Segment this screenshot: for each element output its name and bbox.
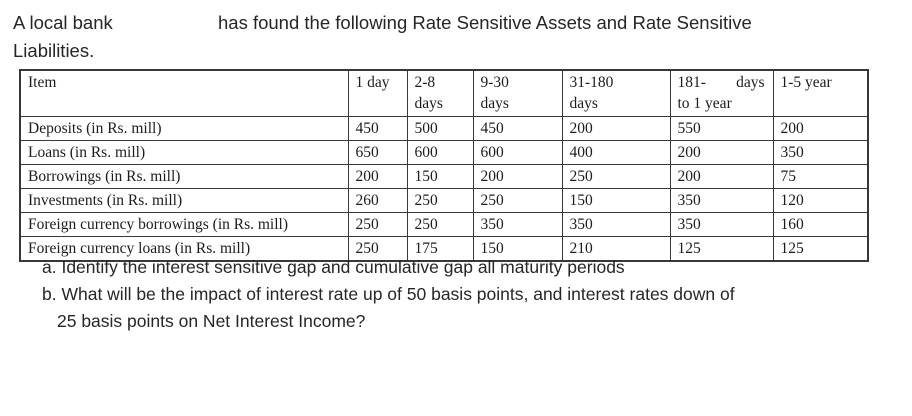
table-row-loans: Loans (in Rs. mill) 650 600 600 400 200 … bbox=[19, 140, 869, 165]
cell: 125 bbox=[772, 236, 869, 262]
cell: 550 bbox=[669, 116, 774, 141]
intro-line2: Liabilities. bbox=[13, 40, 95, 61]
table-header-row: Item 1 day 2-8 days 9-30 days 31-180 day… bbox=[19, 69, 869, 117]
cell: 200 bbox=[561, 116, 671, 141]
col-header-2-8-days: 2-8 days bbox=[406, 69, 474, 117]
cell: 150 bbox=[561, 188, 671, 213]
table-row-borrowings: Borrowings (in Rs. mill) 200 150 200 250… bbox=[19, 164, 869, 189]
col-header-181-part-a: 181- bbox=[677, 74, 706, 91]
cell: 350 bbox=[772, 140, 869, 165]
cell: 500 bbox=[406, 116, 474, 141]
col-header-181-part-b: days bbox=[736, 74, 765, 91]
intro-line1-part2: has found the following Rate Sensitive A… bbox=[218, 12, 752, 33]
cell: 260 bbox=[347, 188, 408, 213]
cell: 450 bbox=[347, 116, 408, 141]
col-header-31-180-line1: 31-180 bbox=[569, 74, 614, 91]
col-header-181-line2: to 1 year bbox=[677, 95, 732, 112]
cell: 350 bbox=[669, 212, 774, 237]
col-header-9-30-line2: days bbox=[480, 95, 509, 112]
col-header-9-30-days: 9-30 days bbox=[472, 69, 563, 117]
cell: 200 bbox=[669, 140, 774, 165]
cell: 650 bbox=[347, 140, 408, 165]
cell: 250 bbox=[347, 212, 408, 237]
cell: 200 bbox=[669, 164, 774, 189]
row-label: Foreign currency loans (in Rs. mill) bbox=[19, 236, 349, 262]
col-header-2-8-line2: days bbox=[414, 95, 443, 112]
cell: 350 bbox=[472, 212, 563, 237]
row-label: Foreign currency borrowings (in Rs. mill… bbox=[19, 212, 349, 237]
table-row-foreign-currency-loans: Foreign currency loans (in Rs. mill) 250… bbox=[19, 236, 869, 262]
intro-line1-part1: A local bank bbox=[13, 12, 113, 33]
cell: 150 bbox=[406, 164, 474, 189]
rate-sensitivity-table: Item 1 day 2-8 days 9-30 days 31-180 day… bbox=[19, 69, 869, 262]
table-row-foreign-currency-borrowings: Foreign currency borrowings (in Rs. mill… bbox=[19, 212, 869, 237]
col-header-1-day: 1 day bbox=[347, 69, 408, 117]
cell: 600 bbox=[406, 140, 474, 165]
cell: 200 bbox=[472, 164, 563, 189]
col-header-31-180-line2: days bbox=[569, 95, 598, 112]
cell: 350 bbox=[669, 188, 774, 213]
cell: 250 bbox=[406, 212, 474, 237]
question-b-line1: b. What will be the impact of interest r… bbox=[42, 284, 735, 304]
question-a: a. Identify the interest sensitive gap a… bbox=[42, 257, 625, 277]
cell: 150 bbox=[472, 236, 563, 262]
cell: 160 bbox=[772, 212, 869, 237]
cell: 250 bbox=[561, 164, 671, 189]
row-label: Borrowings (in Rs. mill) bbox=[19, 164, 349, 189]
row-label: Deposits (in Rs. mill) bbox=[19, 116, 349, 141]
row-label: Investments (in Rs. mill) bbox=[19, 188, 349, 213]
cell: 200 bbox=[772, 116, 869, 141]
col-header-181-to-1-year: 181- days to 1 year bbox=[669, 69, 774, 117]
cell: 350 bbox=[561, 212, 671, 237]
table-row-deposits: Deposits (in Rs. mill) 450 500 450 200 5… bbox=[19, 116, 869, 141]
cell: 250 bbox=[347, 236, 408, 262]
question-b-line2: 25 basis points on Net Interest Income? bbox=[57, 311, 366, 331]
col-header-9-30-line1: 9-30 bbox=[480, 74, 509, 91]
col-header-181-line1: 181- days bbox=[678, 72, 769, 93]
cell: 450 bbox=[472, 116, 563, 141]
cell: 125 bbox=[669, 236, 774, 262]
cell: 400 bbox=[561, 140, 671, 165]
col-header-item: Item bbox=[19, 69, 349, 117]
col-header-1-5-year: 1-5 year bbox=[772, 69, 869, 117]
cell: 250 bbox=[406, 188, 474, 213]
cell: 600 bbox=[472, 140, 563, 165]
row-label: Loans (in Rs. mill) bbox=[19, 140, 349, 165]
cell: 75 bbox=[772, 164, 869, 189]
cell: 200 bbox=[347, 164, 408, 189]
table-row-investments: Investments (in Rs. mill) 260 250 250 15… bbox=[19, 188, 869, 213]
cell: 120 bbox=[772, 188, 869, 213]
col-header-2-8-line1: 2-8 bbox=[414, 74, 436, 91]
col-header-31-180-days: 31-180 days bbox=[561, 69, 671, 117]
cell: 250 bbox=[472, 188, 563, 213]
